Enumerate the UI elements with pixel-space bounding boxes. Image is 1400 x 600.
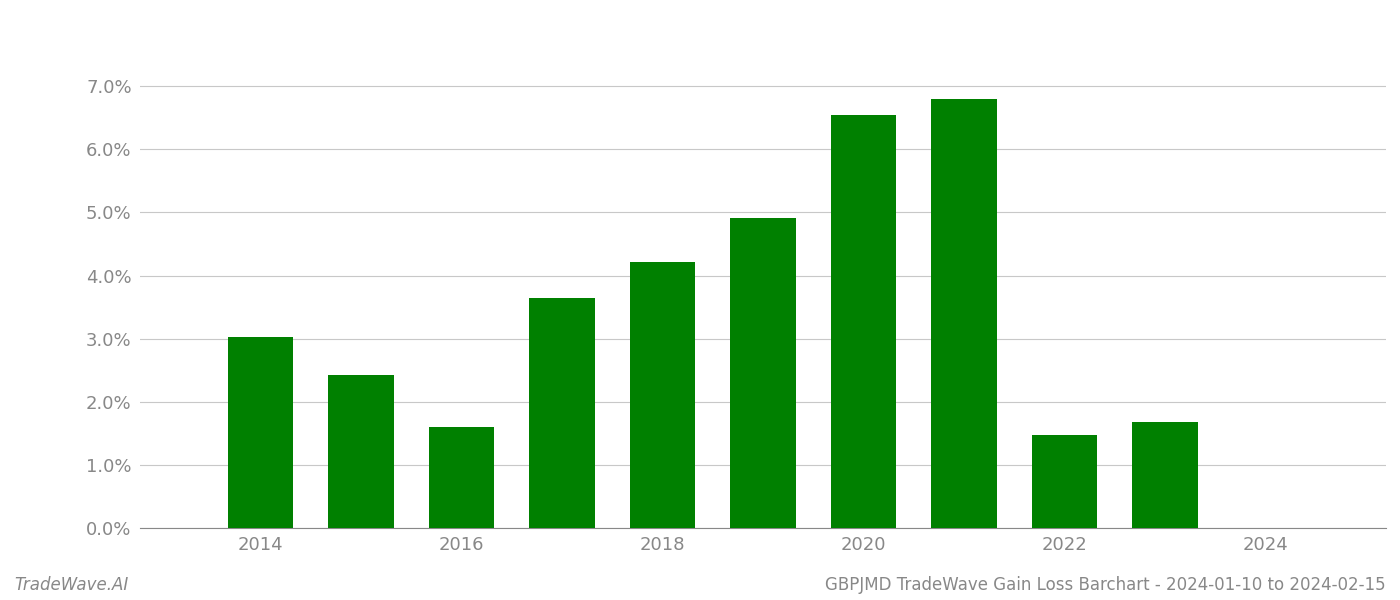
Bar <box>428 427 494 528</box>
Bar <box>329 374 393 528</box>
Bar <box>1032 434 1098 528</box>
Bar <box>931 99 997 528</box>
Text: TradeWave.AI: TradeWave.AI <box>14 576 129 594</box>
Bar <box>228 337 293 528</box>
Bar <box>731 218 795 528</box>
Bar <box>1133 422 1197 528</box>
Bar <box>830 115 896 528</box>
Text: GBPJMD TradeWave Gain Loss Barchart - 2024-01-10 to 2024-02-15: GBPJMD TradeWave Gain Loss Barchart - 20… <box>826 576 1386 594</box>
Bar <box>630 262 696 528</box>
Bar <box>529 298 595 528</box>
